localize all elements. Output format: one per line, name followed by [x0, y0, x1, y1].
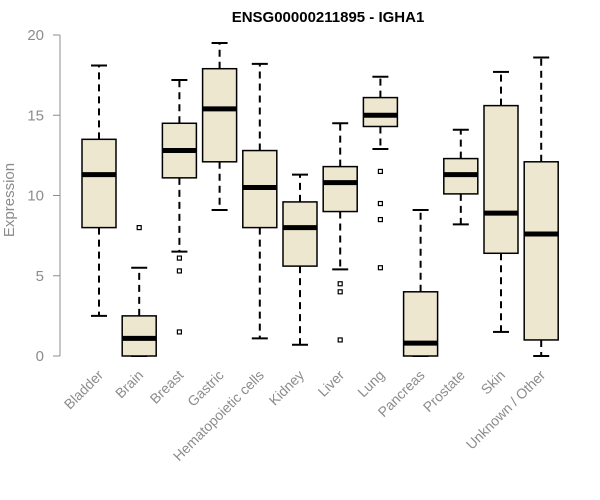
y-tick-label: 10	[27, 188, 44, 205]
outlier-point	[136, 225, 142, 231]
box	[362, 96, 399, 128]
box-group	[402, 208, 439, 357]
box-group	[362, 75, 399, 271]
outlier-point	[337, 337, 343, 343]
box	[81, 138, 117, 229]
x-tick-label: Bladder	[61, 367, 107, 413]
x-tick-label: Skin	[478, 367, 509, 398]
outlier-point	[377, 200, 383, 207]
box-group	[443, 128, 479, 226]
y-axis-label: Expression	[1, 163, 18, 237]
box-group	[81, 64, 117, 317]
outlier-point	[176, 268, 182, 274]
box-group	[523, 56, 559, 357]
x-tick-label: Breast	[147, 367, 187, 407]
box	[402, 291, 439, 357]
box-group	[322, 122, 358, 343]
outlier-point	[176, 255, 182, 261]
x-tick-label: Lung	[354, 367, 387, 400]
box	[483, 104, 519, 255]
outlier-point	[176, 329, 182, 335]
box	[322, 165, 358, 213]
box	[201, 67, 238, 163]
box-group	[121, 225, 157, 357]
box	[282, 201, 318, 267]
box-group	[242, 62, 278, 340]
x-tick-label: Kidney	[266, 367, 308, 409]
y-tick-label: 5	[36, 268, 44, 285]
outlier-point	[377, 168, 383, 175]
box	[523, 161, 559, 341]
y-tick-label: 0	[36, 348, 44, 365]
outlier-point	[337, 281, 343, 287]
outlier-point	[377, 265, 383, 271]
x-tick-label: Liver	[315, 367, 348, 400]
box-group	[201, 42, 238, 211]
x-tick-label: Brain	[112, 367, 146, 401]
outlier-point	[337, 289, 343, 295]
outlier-point	[377, 216, 383, 223]
y-axis: 0 5 10 15 20	[27, 27, 61, 365]
chart-title: ENSG00000211895 - IGHA1	[232, 9, 425, 26]
y-tick-label: 15	[27, 107, 44, 124]
y-tick-label: 20	[27, 27, 44, 44]
box-group	[161, 78, 198, 335]
box-group	[483, 70, 519, 333]
x-tick-label: Prostate	[420, 367, 468, 415]
box-group	[282, 173, 318, 346]
boxes	[81, 42, 559, 357]
